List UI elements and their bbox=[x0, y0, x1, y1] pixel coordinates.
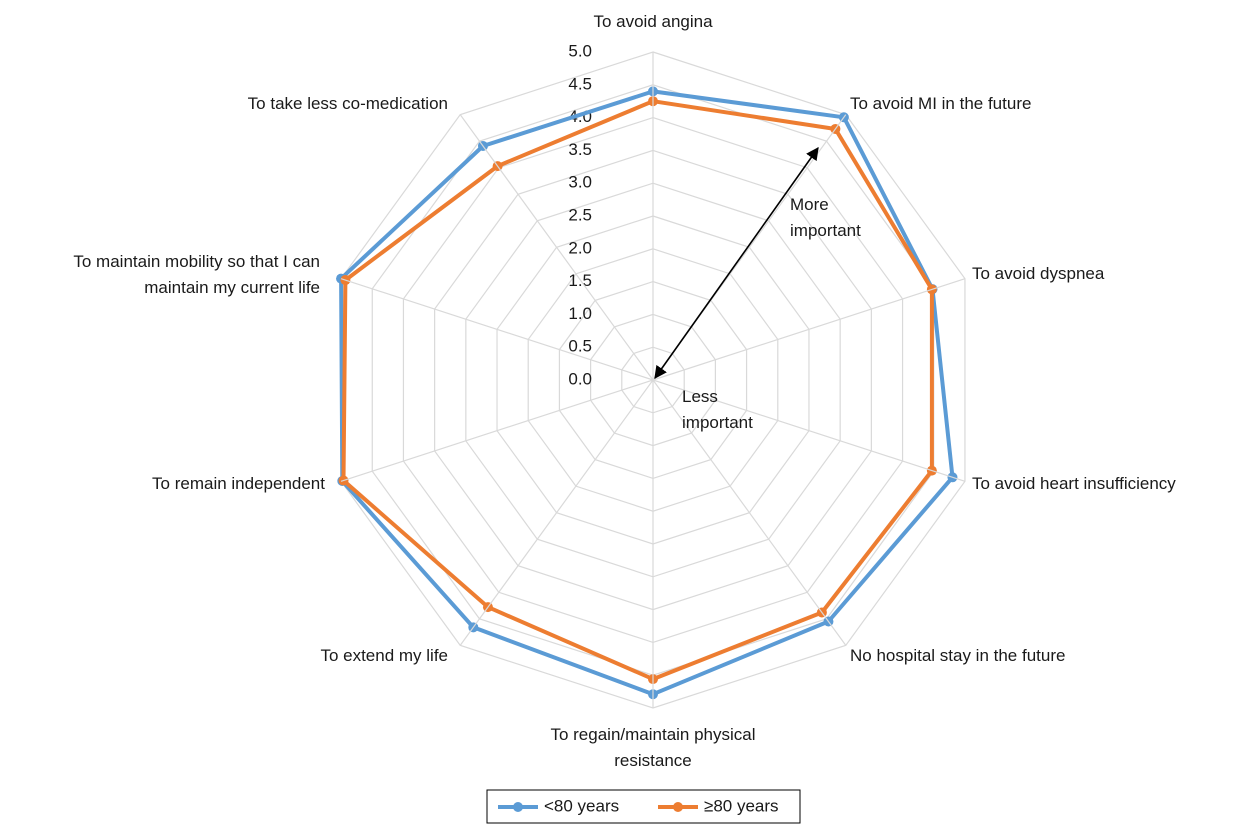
r-tick-label: 2.5 bbox=[568, 205, 592, 224]
legend-marker bbox=[513, 802, 523, 812]
category-label: To regain/maintain physical resistance bbox=[550, 725, 756, 770]
importance-arrow bbox=[654, 146, 819, 380]
r-tick-label: 0.0 bbox=[568, 369, 592, 388]
category-label: To remain independent bbox=[152, 474, 325, 493]
legend-label: ≥80 years bbox=[704, 796, 779, 815]
category-label: To avoid dyspnea bbox=[972, 264, 1105, 283]
spoke bbox=[652, 379, 847, 646]
spoke bbox=[340, 278, 654, 381]
legend-marker bbox=[673, 802, 683, 812]
r-tick-label: 4.5 bbox=[568, 74, 592, 93]
r-tick-label: 2.0 bbox=[568, 238, 592, 257]
category-label: To take less co-medication bbox=[247, 94, 448, 113]
legend-label: <80 years bbox=[544, 796, 619, 815]
annotation: More important bbox=[790, 195, 861, 240]
category-label: No hospital stay in the future bbox=[850, 646, 1066, 665]
spoke bbox=[459, 379, 654, 646]
legend-box bbox=[486, 789, 801, 824]
r-tick-label: 3.0 bbox=[568, 173, 592, 192]
r-tick-label: 1.0 bbox=[568, 304, 592, 323]
spoke bbox=[340, 379, 654, 482]
category-label: To avoid angina bbox=[593, 12, 713, 31]
category-label: To avoid heart insufficiency bbox=[972, 474, 1176, 493]
r-tick-label: 3.5 bbox=[568, 140, 592, 159]
annotation: Less important bbox=[682, 387, 753, 432]
category-label: To avoid MI in the future bbox=[850, 94, 1032, 113]
r-tick-label: 5.0 bbox=[568, 41, 592, 60]
category-label: To maintain mobility so that I can maint… bbox=[73, 252, 320, 297]
series-line bbox=[339, 89, 955, 697]
spoke bbox=[652, 379, 966, 482]
r-tick-label: 0.5 bbox=[568, 337, 592, 356]
category-label: To extend my life bbox=[320, 646, 448, 665]
spoke bbox=[459, 114, 654, 381]
